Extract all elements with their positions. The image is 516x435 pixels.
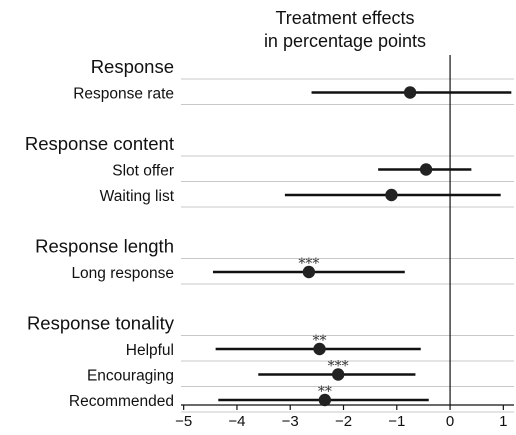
row-label-3-0: Helpful [126, 342, 174, 359]
x-tick-label-1: −4 [228, 413, 245, 430]
significance-stars-3-1: *** [328, 359, 349, 375]
row-label-1-0: Slot offer [112, 163, 174, 180]
estimate-point-1-1 [385, 188, 398, 202]
x-tick-label-5: 0 [446, 413, 454, 430]
estimate-marks: ********** [212, 86, 512, 407]
estimate-point-3-1 [331, 368, 345, 381]
row-label-2-0: Long response [71, 265, 174, 282]
x-tick-label-2: −3 [282, 413, 299, 430]
x-axis: −5 −4 −3 −2 −1 0 1 [175, 55, 514, 430]
group-label-3: Response tonality [27, 313, 175, 334]
x-tick-label-0: −5 [175, 413, 192, 430]
significance-stars-3-2: ** [318, 384, 332, 400]
group-label-0: Response [91, 56, 174, 77]
row-label-3-1: Encouraging [87, 368, 174, 385]
x-tick-label-4: −1 [388, 413, 405, 430]
estimate-point-0-0 [403, 86, 417, 99]
estimate-point-1-0 [419, 163, 433, 176]
estimate-point-3-2 [318, 393, 332, 407]
x-tick-label-3: −2 [335, 413, 352, 430]
significance-stars-3-0: ** [313, 333, 327, 349]
row-label-1-1: Waiting list [100, 188, 175, 205]
group-label-2: Response length [35, 236, 174, 257]
row-label-3-2: Recommended [69, 393, 174, 410]
x-tick-label-6: 1 [499, 413, 507, 430]
estimate-point-3-0 [313, 342, 326, 356]
grid-lines [181, 78, 514, 413]
chart-title-line-1: Treatment effects [275, 8, 414, 28]
row-label-0-0: Response rate [73, 86, 174, 103]
estimate-point-2-0 [302, 265, 316, 279]
row-labels: Response Response rate Response content Slo… [25, 56, 175, 410]
group-label-1: Response content [25, 133, 174, 154]
significance-stars-2-0: *** [298, 256, 319, 272]
chart-title-line-2: in percentage points [264, 31, 426, 51]
